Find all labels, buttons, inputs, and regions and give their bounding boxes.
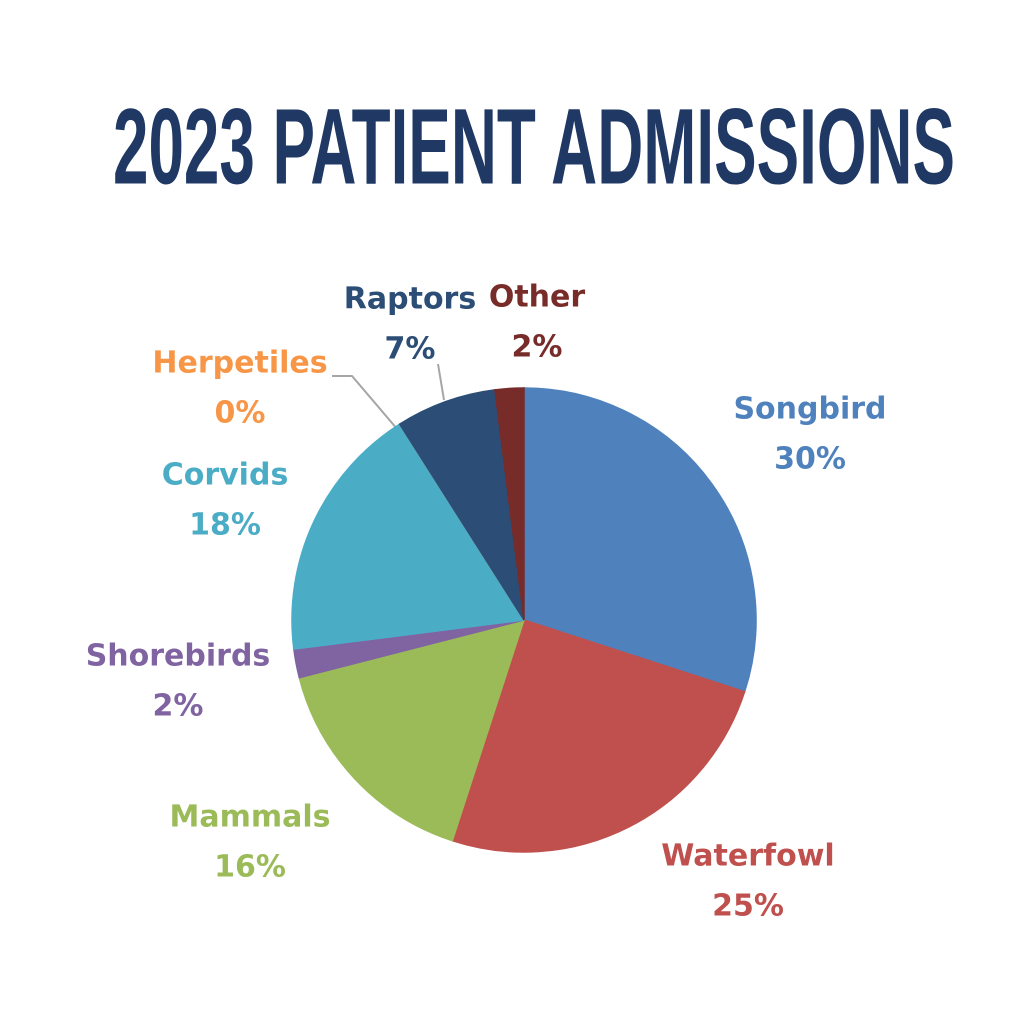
leader-line: [437, 363, 445, 401]
category-label: Raptors: [344, 282, 476, 317]
category-label: Corvids: [162, 458, 289, 493]
leader-line: [332, 375, 399, 431]
pie-slice: [298, 618, 526, 842]
value-label: 25%: [712, 889, 784, 924]
value-label: 30%: [774, 442, 846, 477]
category-label: Shorebirds: [86, 639, 271, 674]
chart-title: 2023 PATIENT ADMISSIONS: [113, 86, 955, 207]
category-label: Other: [489, 280, 586, 315]
value-label: 7%: [385, 332, 436, 367]
category-label: Songbird: [733, 392, 886, 427]
pie-slice: [398, 388, 525, 621]
pie-slice: [451, 619, 746, 853]
pie-slice: [494, 387, 525, 621]
category-label: Waterfowl: [661, 839, 834, 874]
value-label: 0%: [215, 396, 266, 431]
value-label: 2%: [512, 330, 563, 365]
value-label: 16%: [214, 850, 286, 885]
value-label: 18%: [189, 508, 261, 543]
category-label: Mammals: [169, 800, 330, 835]
pie-slice: [291, 423, 526, 650]
category-label: Herpetiles: [152, 346, 327, 381]
value-label: 2%: [153, 689, 204, 724]
pie-slice: [523, 387, 757, 693]
